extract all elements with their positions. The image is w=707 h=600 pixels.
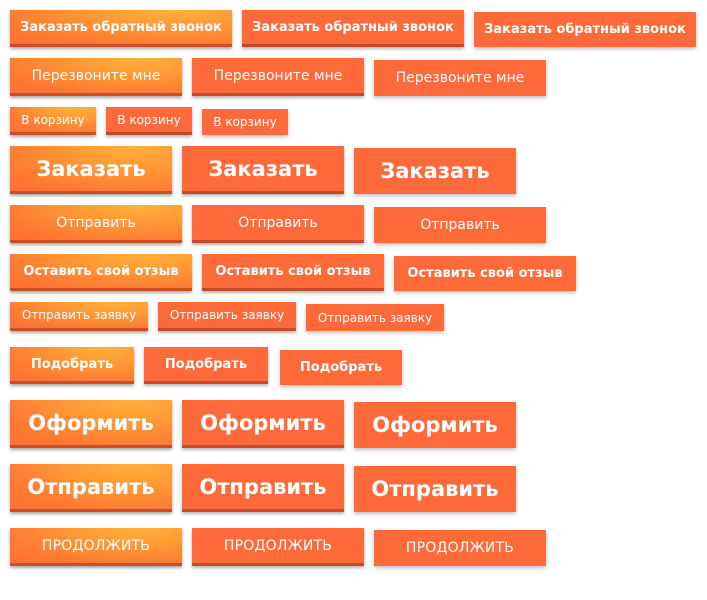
- leave-review-button-gradient[interactable]: Оставить свой отзыв: [10, 254, 192, 291]
- send-button-soft[interactable]: Отправить: [374, 207, 546, 243]
- continue-button-gradient[interactable]: ПРОДОЛЖИТЬ: [10, 528, 182, 566]
- send-button-flat[interactable]: Отправить: [192, 205, 364, 243]
- order-button-soft[interactable]: Заказать: [354, 148, 516, 194]
- checkout-button-soft[interactable]: Оформить: [354, 402, 516, 448]
- add-to-cart-button-soft[interactable]: В корзину: [202, 109, 288, 135]
- send-big-button-flat[interactable]: Отправить: [182, 464, 344, 512]
- call-me-button-gradient[interactable]: Перезвоните мне: [10, 58, 182, 96]
- call-me-button-soft[interactable]: Перезвоните мне: [374, 60, 546, 96]
- select-button-flat[interactable]: Подобрать: [144, 347, 268, 384]
- request-callback-button-soft[interactable]: Заказать обратный звонок: [474, 12, 696, 47]
- continue-button-flat[interactable]: ПРОДОЛЖИТЬ: [192, 528, 364, 566]
- add-to-cart-button-gradient[interactable]: В корзину: [10, 107, 96, 135]
- checkout-button-flat[interactable]: Оформить: [182, 400, 344, 448]
- submit-request-button-flat[interactable]: Отправить заявку: [158, 302, 296, 331]
- continue-button-soft[interactable]: ПРОДОЛЖИТЬ: [374, 530, 546, 566]
- select-button-soft[interactable]: Подобрать: [280, 350, 402, 385]
- select-button-gradient[interactable]: Подобрать: [10, 347, 134, 384]
- order-button-flat[interactable]: Заказать: [182, 146, 344, 194]
- request-callback-button-gradient[interactable]: Заказать обратный звонок: [10, 10, 232, 47]
- send-big-button-gradient[interactable]: Отправить: [10, 464, 172, 512]
- leave-review-button-soft[interactable]: Оставить свой отзыв: [394, 256, 576, 291]
- request-callback-button-flat[interactable]: Заказать обратный звонок: [242, 10, 464, 47]
- submit-request-button-soft[interactable]: Отправить заявку: [306, 304, 444, 331]
- send-button-gradient[interactable]: Отправить: [10, 205, 182, 243]
- call-me-button-flat[interactable]: Перезвоните мне: [192, 58, 364, 96]
- order-button-gradient[interactable]: Заказать: [10, 146, 172, 194]
- add-to-cart-button-flat[interactable]: В корзину: [106, 107, 192, 135]
- leave-review-button-flat[interactable]: Оставить свой отзыв: [202, 254, 384, 291]
- submit-request-button-gradient[interactable]: Отправить заявку: [10, 302, 148, 331]
- send-big-button-soft[interactable]: Отправить: [354, 466, 516, 512]
- checkout-button-gradient[interactable]: Оформить: [10, 400, 172, 448]
